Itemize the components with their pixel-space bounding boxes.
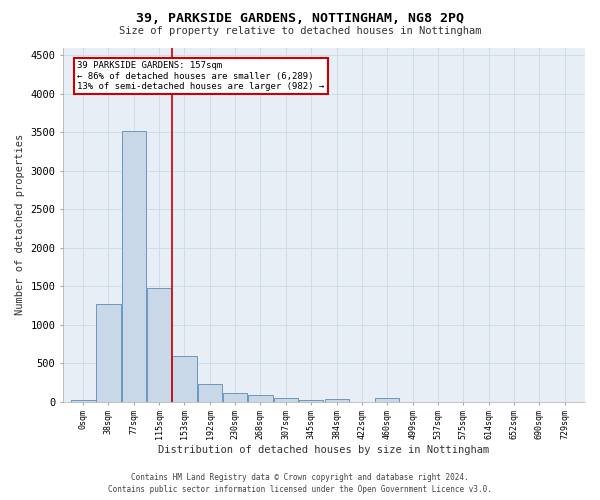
Bar <box>325 399 349 402</box>
Bar <box>198 384 223 402</box>
X-axis label: Distribution of detached houses by size in Nottingham: Distribution of detached houses by size … <box>158 445 490 455</box>
Bar <box>147 288 172 402</box>
Bar <box>248 395 272 402</box>
Bar <box>96 304 121 402</box>
Text: Contains HM Land Registry data © Crown copyright and database right 2024.
Contai: Contains HM Land Registry data © Crown c… <box>108 472 492 494</box>
Bar <box>375 398 400 402</box>
Bar <box>172 356 197 402</box>
Text: 39 PARKSIDE GARDENS: 157sqm
← 86% of detached houses are smaller (6,289)
13% of : 39 PARKSIDE GARDENS: 157sqm ← 86% of det… <box>77 62 325 91</box>
Y-axis label: Number of detached properties: Number of detached properties <box>15 134 25 316</box>
Bar <box>71 400 95 402</box>
Text: 39, PARKSIDE GARDENS, NOTTINGHAM, NG8 2PQ: 39, PARKSIDE GARDENS, NOTTINGHAM, NG8 2P… <box>136 12 464 26</box>
Text: Size of property relative to detached houses in Nottingham: Size of property relative to detached ho… <box>119 26 481 36</box>
Bar <box>122 132 146 402</box>
Bar <box>274 398 298 402</box>
Bar <box>223 393 247 402</box>
Bar <box>299 400 323 402</box>
